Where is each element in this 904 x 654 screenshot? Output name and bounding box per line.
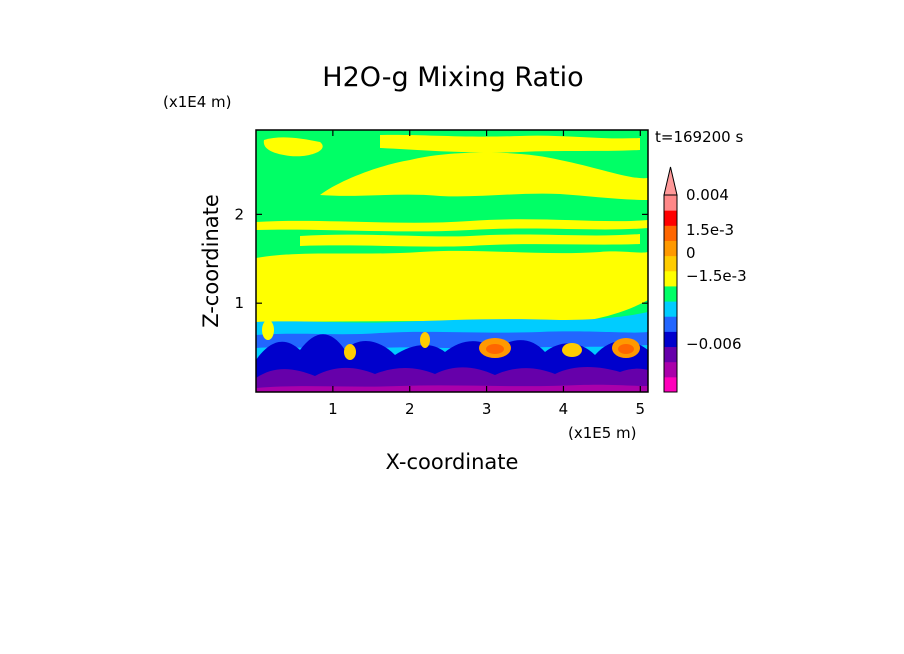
x-tick-label: 2 — [405, 400, 415, 418]
upper-yellow-band — [320, 152, 648, 200]
upper-yellow-patch — [263, 137, 323, 157]
colorbar-swatch — [664, 240, 677, 257]
colorbar-label: −0.006 — [686, 335, 742, 353]
yellow-thin-band — [256, 219, 648, 232]
x-axis-label: X-coordinate — [386, 450, 519, 474]
upper-yellow-band-2 — [380, 134, 640, 153]
colorbar-swatch — [664, 376, 677, 393]
x-tick-label: 1 — [328, 400, 338, 418]
contour-field — [256, 130, 648, 392]
x-tick-label: 5 — [636, 400, 646, 418]
y-tick-label: 1 — [234, 294, 244, 312]
mid-yellow-strip — [300, 234, 640, 247]
yellow-blob-3 — [420, 332, 430, 348]
colorbar-swatch — [664, 331, 677, 348]
y-tick-label: 2 — [234, 205, 244, 223]
purple-bottom — [256, 367, 648, 392]
colorbar-label: 1.5e-3 — [686, 221, 734, 239]
colorbar-swatch — [664, 210, 677, 226]
colorbar-frame — [663, 194, 678, 393]
orange-blob-3-core — [618, 344, 634, 354]
colorbar-label: −1.5e-3 — [686, 267, 747, 285]
y-axis-label: Z-coordinate — [199, 194, 223, 328]
x-axis-ticks: 1 2 3 4 5 — [328, 130, 645, 418]
colorbar-label: 0 — [686, 244, 696, 262]
colorbar-swatch — [664, 301, 677, 317]
colorbar-swatch — [664, 255, 677, 272]
magenta-bottom — [256, 384, 648, 392]
colorbar-swatch — [664, 195, 677, 211]
colorbar-swatch — [664, 285, 677, 302]
colorbar-swatch — [664, 346, 677, 363]
x-tick-label: 4 — [559, 400, 569, 418]
colorbar-swatch — [664, 361, 677, 378]
colorbar-label: 0.004 — [686, 186, 729, 204]
colorbar-swatch — [664, 316, 677, 332]
orange-blob-1-core — [486, 344, 504, 354]
lower-yellow-band — [256, 250, 648, 322]
plot-frame — [255, 129, 649, 393]
time-label: t=169200 s — [655, 128, 743, 146]
colorbar-swatch — [664, 270, 677, 287]
y-unit-label: (x1E4 m) — [163, 93, 232, 111]
chart-title: H2O-g Mixing Ratio — [322, 62, 583, 93]
y-axis-ticks: 12 — [234, 205, 648, 312]
colorbar-swatch — [664, 225, 677, 241]
x-tick-label: 3 — [482, 400, 492, 418]
colorbar: 0.004 1.5e-3 0 −1.5e-3 −0.006 — [663, 166, 747, 393]
orange-blob-2 — [562, 343, 582, 357]
yellow-blob-2 — [344, 344, 356, 360]
colorbar-arrow — [663, 166, 678, 196]
yellow-blob-1 — [262, 320, 274, 340]
x-unit-label: (x1E5 m) — [568, 424, 637, 442]
